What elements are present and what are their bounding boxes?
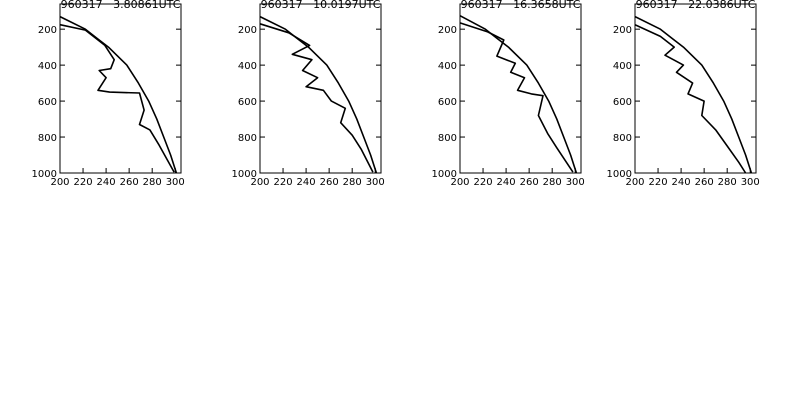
x-tick-label: 220	[274, 177, 293, 188]
x-tick-label: 220	[474, 177, 493, 188]
y-tick-label: 600	[238, 97, 257, 108]
x-tick-label: 240	[672, 177, 691, 188]
x-tick-label: 240	[97, 177, 116, 188]
plot-frame	[259, 3, 382, 174]
plot-frame	[59, 3, 182, 174]
plot-frame	[634, 3, 757, 174]
chart-title: 960317 3.80861UTC	[61, 0, 181, 11]
y-tick-label: 600	[438, 97, 457, 108]
x-tick-label: 240	[297, 177, 316, 188]
x-tick-label: 260	[520, 177, 539, 188]
profile-line	[59, 15, 178, 174]
x-tick-label: 260	[120, 177, 139, 188]
chart-title: 960317 22.0386UTC	[636, 0, 756, 11]
profile-line	[459, 14, 578, 174]
x-tick-label: 260	[320, 177, 339, 188]
y-tick-label: 400	[238, 61, 257, 72]
x-tick-label: 260	[695, 177, 714, 188]
x-tick-label: 220	[649, 177, 668, 188]
y-tick-label: 200	[438, 25, 457, 36]
x-tick-label: 300	[166, 177, 185, 188]
x-tick-label: 200	[450, 177, 469, 188]
y-tick-label: 1000	[432, 169, 457, 180]
x-tick-label: 200	[50, 177, 69, 188]
profile-line	[634, 23, 747, 174]
x-tick-label: 200	[625, 177, 644, 188]
y-tick-label: 400	[38, 61, 57, 72]
x-tick-label: 240	[497, 177, 516, 188]
profile-line	[459, 22, 574, 173]
x-tick-label: 300	[741, 177, 760, 188]
y-tick-label: 600	[613, 97, 632, 108]
x-tick-label: 280	[543, 177, 562, 188]
y-tick-label: 800	[613, 133, 632, 144]
chart-title: 960317 10.0197UTC	[261, 0, 381, 11]
y-tick-label: 400	[613, 61, 632, 72]
profile-line	[634, 15, 753, 174]
y-tick-label: 200	[38, 25, 57, 36]
x-tick-label: 200	[250, 177, 269, 188]
y-tick-label: 800	[38, 133, 57, 144]
profile-line	[259, 15, 378, 174]
y-tick-label: 400	[438, 61, 457, 72]
x-tick-label: 300	[566, 177, 585, 188]
y-tick-label: 200	[238, 25, 257, 36]
x-tick-label: 280	[143, 177, 162, 188]
x-tick-label: 280	[343, 177, 362, 188]
chart-title: 960317 16.3658UTC	[461, 0, 581, 11]
y-tick-label: 1000	[607, 169, 632, 180]
profile-line	[259, 23, 374, 173]
y-tick-label: 800	[438, 133, 457, 144]
x-tick-label: 280	[718, 177, 737, 188]
y-tick-label: 1000	[232, 169, 257, 180]
y-tick-label: 200	[613, 25, 632, 36]
profile-line	[59, 23, 175, 173]
x-tick-label: 220	[74, 177, 93, 188]
y-tick-label: 800	[238, 133, 257, 144]
plot-frame	[459, 3, 582, 174]
y-tick-label: 1000	[32, 169, 57, 180]
x-tick-label: 300	[366, 177, 385, 188]
y-tick-label: 600	[38, 97, 57, 108]
